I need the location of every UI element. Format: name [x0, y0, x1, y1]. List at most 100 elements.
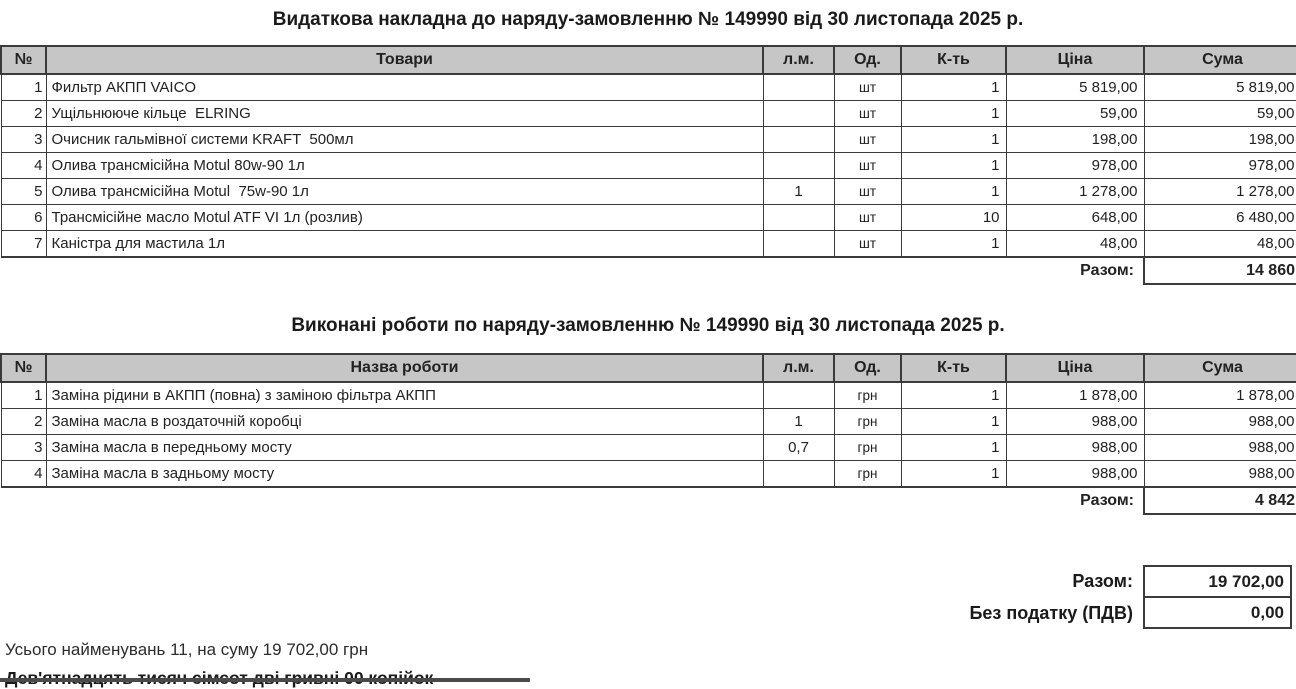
qty-cell: 1 — [900, 460, 1007, 488]
price-cell: 988,00 — [1005, 460, 1145, 488]
column-header-goods: Товари — [45, 45, 764, 75]
unit-cell: шт — [833, 152, 902, 179]
sum-cell: 48,00 — [1143, 230, 1296, 258]
product-name-cell: Очисник гальмівної системи KRAFT 500мл — [45, 126, 764, 153]
work-name-cell: Заміна масла в роздаточній коробці — [45, 408, 764, 435]
column-header-num: № — [0, 45, 47, 75]
product-name-cell: Ущільнююче кільце ELRING — [45, 100, 764, 127]
sum-cell: 988,00 — [1143, 460, 1296, 488]
lm-cell: 1 — [762, 408, 835, 435]
lm-cell — [762, 230, 835, 258]
column-header-lm: л.м. — [762, 353, 835, 383]
row-number-cell: 7 — [0, 230, 47, 258]
unit-cell: грн — [833, 460, 902, 488]
price-cell: 1 278,00 — [1005, 178, 1145, 205]
price-cell: 978,00 — [1005, 152, 1145, 179]
lm-cell — [762, 73, 835, 101]
table-row: 3 Заміна масла в передньому мосту 0,7 гр… — [0, 434, 1296, 461]
works-header-row: № Назва роботи л.м. Од. К-ть Ціна Сума — [0, 353, 1296, 383]
table-row: 6 Трансмісійне масло Motul ATF VI 1л (ро… — [0, 204, 1296, 231]
column-header-sum: Сума — [1143, 45, 1296, 75]
unit-cell: шт — [833, 73, 902, 101]
qty-cell: 1 — [900, 381, 1007, 409]
sum-cell: 59,00 — [1143, 100, 1296, 127]
products-total-row: Разом: 14 860 — [1, 257, 1296, 285]
lm-cell — [762, 100, 835, 127]
sum-cell: 988,00 — [1143, 434, 1296, 461]
price-cell: 988,00 — [1005, 408, 1145, 435]
row-number-cell: 1 — [0, 73, 47, 101]
work-name-cell: Заміна масла в передньому мосту — [45, 434, 764, 461]
work-name-cell: Заміна рідини в АКПП (повна) з заміною ф… — [45, 381, 764, 409]
qty-cell: 1 — [900, 100, 1007, 127]
grand-total-label: Разом: — [1072, 571, 1133, 591]
qty-cell: 1 — [900, 230, 1007, 258]
row-number-cell: 4 — [0, 460, 47, 488]
lm-cell — [762, 381, 835, 409]
lm-cell — [762, 152, 835, 179]
works-total-row: Разом: 4 842 — [1, 487, 1296, 515]
lm-cell — [762, 460, 835, 488]
sum-cell: 6 480,00 — [1143, 204, 1296, 231]
product-name-cell: Трансмісійне масло Motul ATF VI 1л (розл… — [45, 204, 764, 231]
unit-cell: грн — [833, 381, 902, 409]
unit-cell: шт — [833, 204, 902, 231]
qty-cell: 1 — [900, 126, 1007, 153]
table-row: 5 Олива трансмісійна Motul 75w-90 1л 1 ш… — [0, 178, 1296, 205]
row-number-cell: 4 — [0, 152, 47, 179]
row-number-cell: 3 — [0, 434, 47, 461]
tax-value: 0,00 — [1143, 596, 1292, 629]
products-total-label: Разом: — [1, 257, 1144, 284]
table-row: 4 Заміна масла в задньому мосту грн 1 98… — [0, 460, 1296, 488]
grand-total-line: Разом: 19 702,00 — [1072, 565, 1292, 598]
sum-cell: 5 819,00 — [1143, 73, 1296, 101]
lm-cell: 1 — [762, 178, 835, 205]
tax-label: Без податку (ПДВ) — [969, 603, 1133, 623]
column-header-sum: Сума — [1143, 353, 1296, 383]
table-row: 1 Заміна рідини в АКПП (повна) з заміною… — [0, 381, 1296, 409]
price-cell: 5 819,00 — [1005, 73, 1145, 101]
sum-cell: 198,00 — [1143, 126, 1296, 153]
price-cell: 198,00 — [1005, 126, 1145, 153]
column-header-work-name: Назва роботи — [45, 353, 764, 383]
products-total-value: 14 860 — [1143, 257, 1296, 285]
price-cell: 48,00 — [1005, 230, 1145, 258]
row-number-cell: 2 — [0, 100, 47, 127]
grand-total-section: Разом: 19 702,00 Без податку (ПДВ) 0,00 — [0, 565, 1292, 629]
column-header-price: Ціна — [1005, 353, 1145, 383]
lm-cell — [762, 204, 835, 231]
page-title-products: Видаткова накладна до наряду-замовленню … — [272, 9, 1024, 30]
work-name-cell: Заміна масла в задньому мосту — [45, 460, 764, 488]
price-cell: 59,00 — [1005, 100, 1145, 127]
column-header-unit: Од. — [833, 353, 902, 383]
table-row: 7 Каністра для мастила 1л шт 1 48,00 48,… — [0, 230, 1296, 258]
product-name-cell: Олива трансмісійна Motul 75w-90 1л — [45, 178, 764, 205]
unit-cell: грн — [833, 434, 902, 461]
product-name-cell: Олива трансмісійна Motul 80w-90 1л — [45, 152, 764, 179]
products-header-row: № Товари л.м. Од. К-ть Ціна Сума — [0, 45, 1296, 75]
unit-cell: шт — [833, 230, 902, 258]
qty-cell: 1 — [900, 434, 1007, 461]
product-name-cell: Фильтр АКПП VAICO — [45, 73, 764, 101]
lm-cell — [762, 126, 835, 153]
table-row: 4 Олива трансмісійна Motul 80w-90 1л шт … — [0, 152, 1296, 179]
column-header-lm: л.м. — [762, 45, 835, 75]
table-row: 1 Фильтр АКПП VAICO шт 1 5 819,00 5 819,… — [0, 73, 1296, 101]
row-number-cell: 2 — [0, 408, 47, 435]
row-number-cell: 3 — [0, 126, 47, 153]
unit-cell: шт — [833, 178, 902, 205]
sum-cell: 1 278,00 — [1143, 178, 1296, 205]
price-cell: 1 878,00 — [1005, 381, 1145, 409]
sum-cell: 1 878,00 — [1143, 381, 1296, 409]
qty-cell: 1 — [900, 73, 1007, 101]
qty-cell: 10 — [900, 204, 1007, 231]
tax-line: Без податку (ПДВ) 0,00 — [969, 596, 1292, 629]
row-number-cell: 5 — [0, 178, 47, 205]
price-cell: 988,00 — [1005, 434, 1145, 461]
qty-cell: 1 — [900, 408, 1007, 435]
works-table: № Назва роботи л.м. Од. К-ть Ціна Сума 1… — [0, 353, 1296, 515]
qty-cell: 1 — [900, 178, 1007, 205]
unit-cell: шт — [833, 126, 902, 153]
table-row: 2 Ущільнююче кільце ELRING шт 1 59,00 59… — [0, 100, 1296, 127]
table-row: 3 Очисник гальмівної системи KRAFT 500мл… — [0, 126, 1296, 153]
